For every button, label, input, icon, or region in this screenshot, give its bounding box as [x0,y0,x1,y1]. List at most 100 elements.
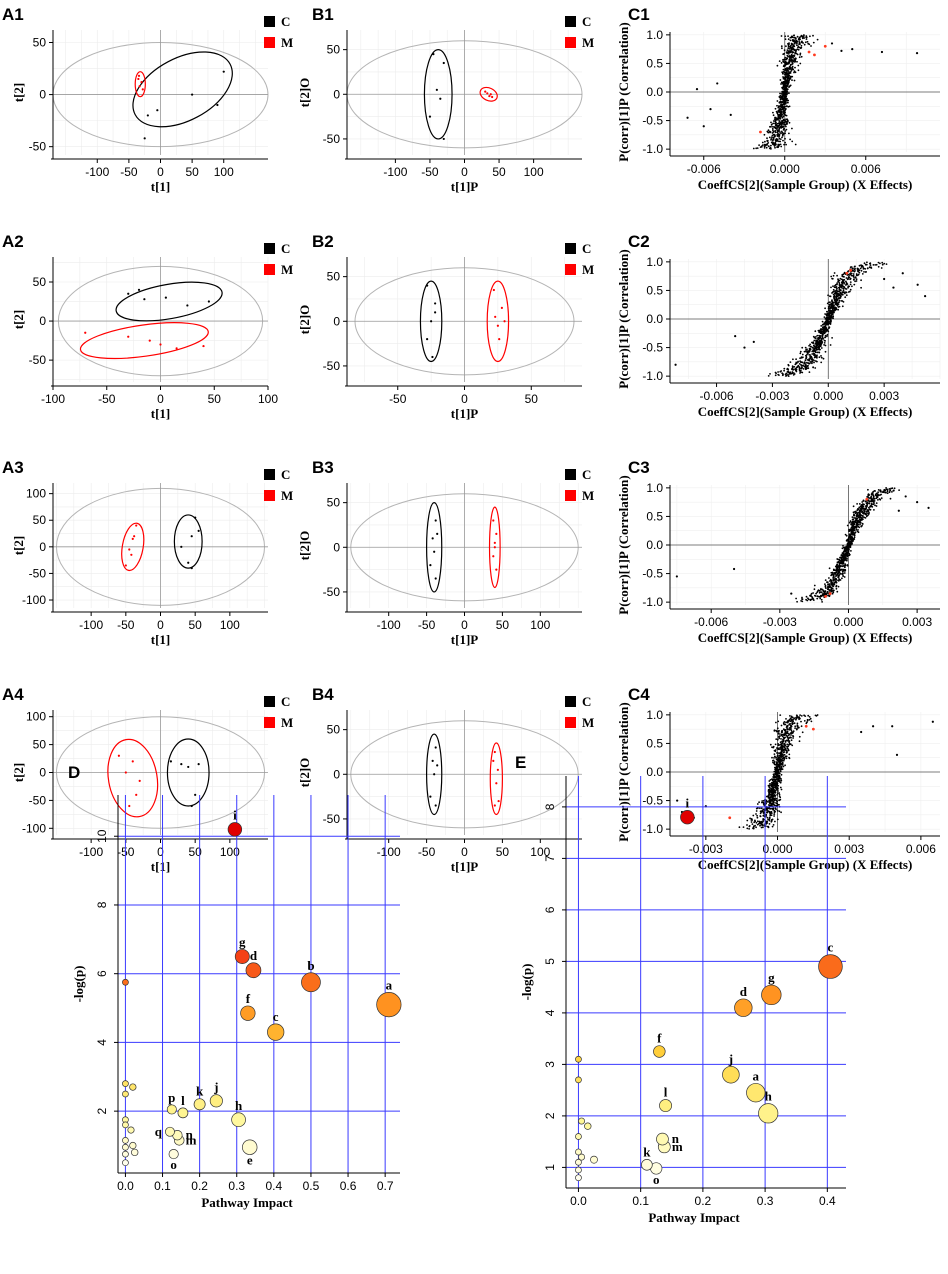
variable-point [842,554,845,557]
variable-point [758,801,760,804]
panel-label: C2 [628,232,650,251]
variable-point [848,536,850,538]
variable-point [776,818,779,821]
variable-point [780,130,783,133]
variable-point [838,297,840,300]
variable-point [798,740,801,743]
variable-point [827,321,829,324]
variable-point [851,518,854,521]
variable-point [780,93,783,95]
variable-point [770,144,772,147]
variable-point [832,305,834,308]
variable-point [783,99,786,101]
variable-point [789,58,791,61]
variable-point [779,370,782,373]
y-tick-label: 5 [543,958,557,965]
variable-point [785,749,787,752]
variable-point [797,46,799,49]
variable-point [788,373,791,375]
pathway-bubble [761,984,782,1006]
variable-point [776,125,779,128]
variable-point [771,825,774,828]
variable-point [811,362,813,365]
variable-point [841,305,844,308]
variable-point [866,502,869,505]
pathway-bubble [575,1076,582,1084]
variable-point [865,514,868,516]
variable-point [805,367,808,370]
y-tick-label: 0.5 [646,736,663,750]
variable-point [859,507,862,510]
variable-point [843,282,845,285]
x-tick-label: 0 [461,165,468,179]
variable-point [825,592,828,595]
variable-point [777,110,780,113]
y-tick-label: -1.0 [642,822,663,836]
variable-point [831,587,834,590]
variable-point [791,127,793,130]
variable-point [778,137,781,140]
variable-point [782,736,785,739]
variable-point [840,49,843,52]
variable-point [806,353,808,356]
sample-point [194,516,197,519]
variable-point [786,725,788,727]
variable-point [792,368,795,371]
variable-point [796,48,799,51]
variable-point [732,567,736,571]
variable-point [842,575,844,577]
y-tick-label: 50 [327,496,341,510]
variable-point [780,62,783,64]
variable-point [847,276,850,278]
variable-point [775,763,777,766]
variable-point [818,344,821,347]
variable-point [746,819,749,822]
variable-point [776,100,779,102]
variable-point [793,39,795,41]
variable-point [786,745,788,748]
variable-point [777,770,780,773]
variable-point [787,55,790,58]
variable-point [860,266,863,268]
legend-swatch-c [565,469,576,480]
variable-point [791,371,794,373]
variable-point [775,783,777,786]
variable-point [801,731,804,734]
pathway-bubble [722,1065,740,1084]
variable-point [829,317,832,320]
variable-point [847,539,850,542]
variable-point [774,750,777,753]
variable-point [877,261,880,264]
variable-point [864,268,867,270]
variable-point [778,140,780,143]
variable-point [820,331,823,334]
variable-point [843,572,846,574]
variable-point [777,116,780,118]
x-tick-label: 100 [530,845,550,859]
variable-point [839,579,842,581]
x-tick-label: 0.3 [228,1179,245,1193]
group-m [489,742,504,816]
legend-swatch-c [264,469,275,480]
y-axis-label: -log(p) [519,964,534,1001]
variable-point [820,329,822,332]
variable-point [847,286,849,289]
y-tick-label: -1.0 [642,369,663,383]
variable-point [837,579,839,582]
variable-point [734,335,737,338]
variable-point [822,357,825,360]
variable-point [780,773,783,776]
x-axis-label: Pathway Impact [201,1195,293,1210]
variable-point [844,550,847,553]
variable-point [846,564,849,567]
variable-point [771,793,774,796]
variable-point [809,598,812,601]
variable-point [774,127,777,130]
variable-point [784,73,786,76]
variable-point [838,571,841,574]
variable-point [792,716,794,719]
variable-point [901,272,904,275]
bubble-label: j [213,1080,218,1095]
y-tick-label: 0 [39,314,46,328]
variable-point [801,353,804,356]
